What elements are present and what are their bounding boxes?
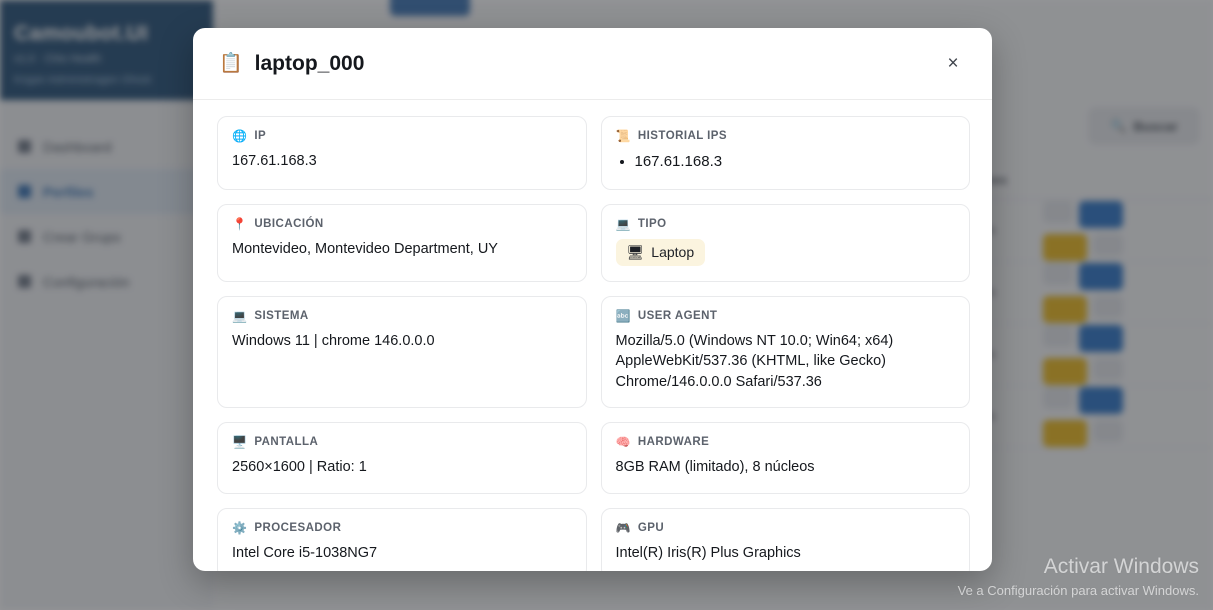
brain-icon: 🧠 <box>615 435 631 450</box>
status-badge: 🖥 Laptop <box>615 238 706 266</box>
close-icon[interactable]: × <box>938 49 968 79</box>
card-label: 🌐 IP <box>232 130 572 142</box>
card-label: 💻 TIPO <box>616 218 956 230</box>
scroll-icon: 📜 <box>615 129 631 143</box>
detail-card-procesador: ⚙️ PROCESADOR Intel Core i5-1038NG7 <box>217 507 587 571</box>
modal-body[interactable]: 🌐 IP 167.61.168.3 📜 HISTORIAL IPS 167.61… <box>193 100 992 571</box>
detail-card-gpu: 🎮 GPU Intel(R) Iris(R) Plus Graphics <box>600 507 970 571</box>
card-label: 🧠 HARDWARE <box>616 436 956 448</box>
details-grid: 🌐 IP 167.61.168.3 📜 HISTORIAL IPS 167.61… <box>217 116 970 571</box>
card-label-text: TIPO <box>637 217 667 230</box>
card-label-text: IP <box>254 130 267 142</box>
card-label: 📜 HISTORIAL IPS <box>616 130 956 142</box>
detail-card-tipo: 💻 TIPO 🖥 Laptop <box>600 203 970 282</box>
detail-card-user-agent: 🔤 USER AGENT Mozilla/5.0 (Windows NT 10.… <box>600 295 970 409</box>
card-label: 🎮 GPU <box>616 522 956 534</box>
profile-details-modal: 📋 laptop_000 × 🌐 IP 167.61.168.3 📜 HIS <box>193 28 992 571</box>
card-value: 167.61.168.3 <box>232 153 317 169</box>
card-label-text: HARDWARE <box>637 436 710 449</box>
card-label-text: PROCESADOR <box>254 521 342 534</box>
laptop-icon: 🖥 <box>626 243 645 260</box>
card-label: 🔤 USER AGENT <box>616 310 956 322</box>
detail-card-hardware: 🧠 HARDWARE 8GB RAM (limitado), 8 núcleos <box>600 422 970 494</box>
monitor-icon: 💻 <box>615 216 631 231</box>
card-value: Mozilla/5.0 (Windows NT 10.0; Win64; x64… <box>615 332 894 390</box>
card-label-text: GPU <box>637 521 665 534</box>
detail-card-historial-ips: 📜 HISTORIAL IPS 167.61.168.3 <box>600 116 970 190</box>
modal-title-text: laptop_000 <box>254 51 365 75</box>
card-label-text: UBICACIÓN <box>254 217 324 230</box>
ip-history-list: 167.61.168.3 <box>616 151 956 174</box>
modal-title: 📋 laptop_000 <box>219 52 364 76</box>
card-value: Montevideo, Montevideo Department, UY <box>232 240 498 257</box>
modal-header: 📋 laptop_000 × <box>193 28 992 100</box>
card-value: Intel(R) Iris(R) Plus Graphics <box>615 544 801 561</box>
card-value: Windows 11 | chrome 146.0.0.0 <box>232 332 435 349</box>
card-label-text: PANTALLA <box>254 436 319 449</box>
clipboard-icon: 📋 <box>219 53 243 74</box>
card-label: 📍 UBICACIÓN <box>232 218 572 230</box>
globe-icon: 🌐 <box>232 129 248 143</box>
card-label-text: USER AGENT <box>637 309 718 322</box>
detail-card-ip: 🌐 IP 167.61.168.3 <box>217 116 587 190</box>
card-value: 8GB RAM (limitado), 8 núcleos <box>615 459 815 476</box>
card-label: 🖥️ PANTALLA <box>232 436 572 448</box>
card-label: 💻 SISTEMA <box>232 310 572 322</box>
card-label-text: SISTEMA <box>254 309 309 322</box>
status-badge-text: Laptop <box>651 244 695 260</box>
gamepad-icon: 🎮 <box>615 520 631 535</box>
map-pin-icon: 📍 <box>232 216 248 231</box>
monitor-icon: 💻 <box>232 308 248 323</box>
card-label: ⚙️ PROCESADOR <box>232 522 572 534</box>
detail-card-ubicacion: 📍 UBICACIÓN Montevideo, Montevideo Depar… <box>217 203 587 282</box>
detail-card-sistema: 💻 SISTEMA Windows 11 | chrome 146.0.0.0 <box>217 295 587 409</box>
list-item: 167.61.168.3 <box>635 151 956 174</box>
gear-icon: ⚙️ <box>232 520 248 535</box>
display-icon: 🖥️ <box>232 435 248 450</box>
abc-icon: 🔤 <box>615 308 631 323</box>
detail-card-pantalla: 🖥️ PANTALLA 2560×1600 | Ratio: 1 <box>217 422 587 494</box>
card-label-text: HISTORIAL IPS <box>637 130 728 142</box>
card-value: Intel Core i5-1038NG7 <box>232 544 378 561</box>
card-value: 2560×1600 | Ratio: 1 <box>232 459 367 476</box>
